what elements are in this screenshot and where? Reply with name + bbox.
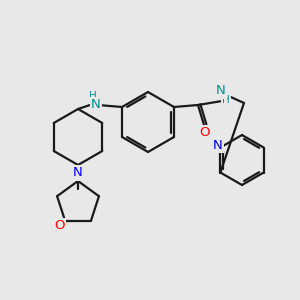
Text: N: N (212, 139, 222, 152)
Text: H: H (89, 91, 97, 101)
Text: N: N (73, 167, 83, 179)
Text: O: O (200, 127, 210, 140)
Text: N: N (216, 85, 226, 98)
Text: O: O (54, 219, 64, 232)
Text: H: H (222, 95, 230, 105)
Text: N: N (91, 98, 101, 112)
